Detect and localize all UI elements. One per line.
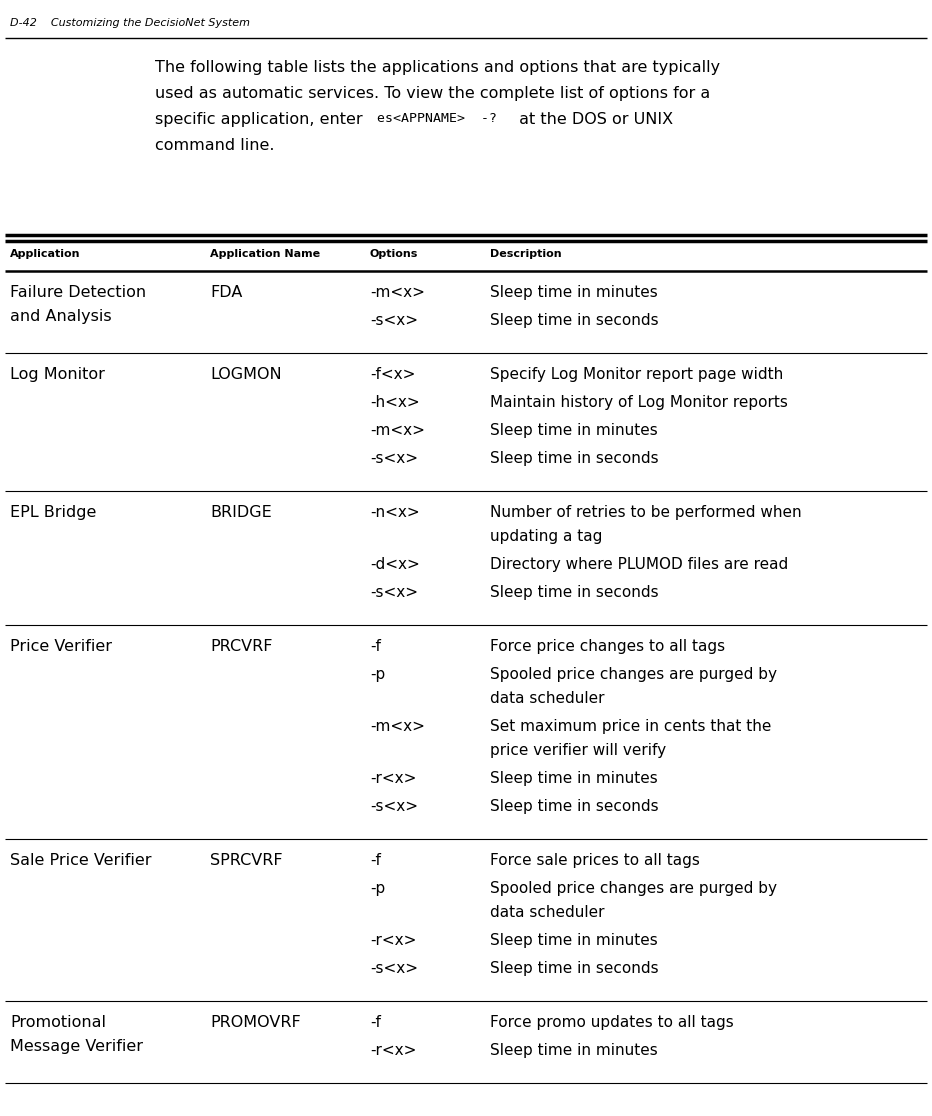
- Text: Force promo updates to all tags: Force promo updates to all tags: [490, 1014, 733, 1030]
- Text: Sleep time in seconds: Sleep time in seconds: [490, 312, 659, 328]
- Text: BRIDGE: BRIDGE: [210, 506, 272, 520]
- Text: command line.: command line.: [155, 138, 275, 153]
- Text: Application: Application: [10, 249, 80, 259]
- Text: Failure Detection: Failure Detection: [10, 285, 146, 300]
- Text: Spooled price changes are purged by: Spooled price changes are purged by: [490, 881, 777, 896]
- Text: specific application, enter: specific application, enter: [155, 112, 368, 127]
- Text: -m<x>: -m<x>: [370, 285, 425, 300]
- Text: The following table lists the applications and options that are typically: The following table lists the applicatio…: [155, 60, 720, 75]
- Text: SPRCVRF: SPRCVRF: [210, 853, 282, 868]
- Text: Set maximum price in cents that the: Set maximum price in cents that the: [490, 719, 772, 734]
- Text: and Analysis: and Analysis: [10, 309, 112, 324]
- Text: Sleep time in seconds: Sleep time in seconds: [490, 961, 659, 976]
- Text: Promotional: Promotional: [10, 1014, 106, 1030]
- Text: -f<x>: -f<x>: [370, 367, 416, 382]
- Text: used as automatic services. To view the complete list of options for a: used as automatic services. To view the …: [155, 86, 710, 102]
- Text: -s<x>: -s<x>: [370, 961, 418, 976]
- Text: -f: -f: [370, 853, 381, 868]
- Text: Description: Description: [490, 249, 562, 259]
- Text: Number of retries to be performed when: Number of retries to be performed when: [490, 506, 802, 520]
- Text: price verifier will verify: price verifier will verify: [490, 743, 666, 758]
- Text: Sleep time in seconds: Sleep time in seconds: [490, 451, 659, 466]
- Text: -f: -f: [370, 639, 381, 654]
- Text: Maintain history of Log Monitor reports: Maintain history of Log Monitor reports: [490, 395, 788, 410]
- Text: LOGMON: LOGMON: [210, 367, 281, 382]
- Text: -n<x>: -n<x>: [370, 506, 419, 520]
- Text: Sleep time in minutes: Sleep time in minutes: [490, 285, 658, 300]
- Text: -r<x>: -r<x>: [370, 1043, 417, 1058]
- Text: Force price changes to all tags: Force price changes to all tags: [490, 639, 725, 654]
- Text: Sleep time in seconds: Sleep time in seconds: [490, 799, 659, 814]
- Text: PROMOVRF: PROMOVRF: [210, 1014, 301, 1030]
- Text: -h<x>: -h<x>: [370, 395, 419, 410]
- Text: FDA: FDA: [210, 285, 242, 300]
- Text: -p: -p: [370, 667, 385, 682]
- Text: Sleep time in minutes: Sleep time in minutes: [490, 771, 658, 786]
- Text: Directory where PLUMOD files are read: Directory where PLUMOD files are read: [490, 557, 788, 573]
- Text: es<APPNAME>  -?: es<APPNAME> -?: [377, 112, 497, 125]
- Text: -s<x>: -s<x>: [370, 585, 418, 600]
- Text: -s<x>: -s<x>: [370, 799, 418, 814]
- Text: Sleep time in minutes: Sleep time in minutes: [490, 423, 658, 437]
- Text: Message Verifier: Message Verifier: [10, 1039, 143, 1054]
- Text: updating a tag: updating a tag: [490, 529, 602, 543]
- Text: EPL Bridge: EPL Bridge: [10, 506, 96, 520]
- Text: Sale Price Verifier: Sale Price Verifier: [10, 853, 152, 868]
- Text: -r<x>: -r<x>: [370, 933, 417, 947]
- Text: Sleep time in minutes: Sleep time in minutes: [490, 1043, 658, 1058]
- Text: Price Verifier: Price Verifier: [10, 639, 112, 654]
- Text: -r<x>: -r<x>: [370, 771, 417, 786]
- Text: -s<x>: -s<x>: [370, 451, 418, 466]
- Text: -d<x>: -d<x>: [370, 557, 419, 573]
- Text: D-42    Customizing the DecisioNet System: D-42 Customizing the DecisioNet System: [10, 18, 250, 28]
- Text: Application Name: Application Name: [210, 249, 320, 259]
- Text: -p: -p: [370, 881, 385, 896]
- Text: -f: -f: [370, 1014, 381, 1030]
- Text: Log Monitor: Log Monitor: [10, 367, 105, 382]
- Text: at the DOS or UNIX: at the DOS or UNIX: [514, 112, 673, 127]
- Text: data scheduler: data scheduler: [490, 905, 605, 920]
- Text: Options: Options: [370, 249, 418, 259]
- Text: -s<x>: -s<x>: [370, 312, 418, 328]
- Text: PRCVRF: PRCVRF: [210, 639, 272, 654]
- Text: Specify Log Monitor report page width: Specify Log Monitor report page width: [490, 367, 783, 382]
- Text: Sleep time in minutes: Sleep time in minutes: [490, 933, 658, 947]
- Text: Spooled price changes are purged by: Spooled price changes are purged by: [490, 667, 777, 682]
- Text: -m<x>: -m<x>: [370, 423, 425, 437]
- Text: Force sale prices to all tags: Force sale prices to all tags: [490, 853, 700, 868]
- Text: data scheduler: data scheduler: [490, 691, 605, 706]
- Text: Sleep time in seconds: Sleep time in seconds: [490, 585, 659, 600]
- Text: -m<x>: -m<x>: [370, 719, 425, 734]
